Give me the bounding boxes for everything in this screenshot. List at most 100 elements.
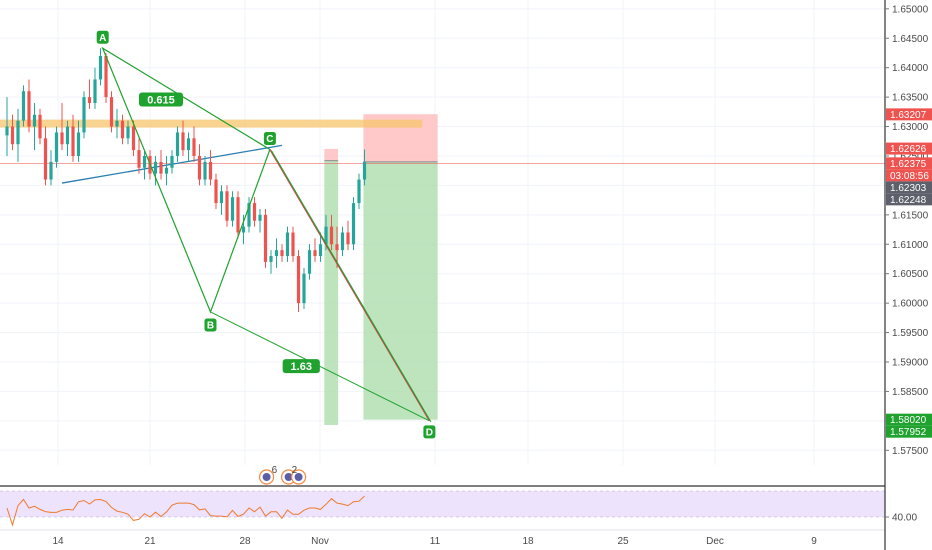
y-tick-label[interactable]: 1.63000 [892, 122, 929, 133]
candle-body [137, 150, 141, 168]
candle-body [93, 79, 97, 104]
candle-body [362, 161, 367, 180]
candle-body [302, 273, 306, 304]
candle-body [82, 97, 86, 133]
candle-body [32, 114, 37, 127]
target-zone-1[interactable] [324, 160, 339, 425]
candle-body [236, 197, 240, 233]
candle-body [285, 232, 290, 257]
y-tick-label[interactable]: 1.59000 [892, 357, 929, 368]
rsi-pane [0, 485, 932, 527]
price-tag-1-bg [886, 108, 932, 121]
point-label-a[interactable]: A [99, 33, 106, 44]
y-tick-label[interactable]: 1.61000 [892, 240, 929, 251]
x-tick-label[interactable]: 11 [430, 536, 441, 547]
y-tick-label[interactable]: 1.63500 [892, 93, 929, 104]
event-badge-count-1[interactable]: 6 [272, 465, 278, 476]
x-tick-label[interactable]: 14 [52, 536, 64, 547]
candle-body [252, 203, 257, 221]
point-label-b[interactable]: B [207, 320, 214, 331]
candle-body [87, 97, 92, 104]
y-tick-label[interactable]: 1.64000 [892, 63, 929, 74]
candle-body [208, 161, 213, 180]
x-tick-label[interactable]: 21 [144, 536, 156, 547]
point-label-d[interactable]: D [426, 427, 433, 438]
target-zone-2[interactable] [363, 161, 438, 420]
price-tag-7[interactable]: 1.58020 [890, 415, 927, 426]
candle-body [219, 191, 224, 204]
candle-body [153, 161, 158, 174]
ratio-label-1[interactable]: 0.615 [147, 94, 175, 106]
candle-body [170, 155, 174, 168]
candle-body [274, 250, 279, 257]
x-tick-label[interactable]: 9 [811, 536, 817, 547]
candle-body [318, 244, 323, 257]
rsi-band [0, 491, 885, 517]
stop-zone-1[interactable] [324, 148, 339, 161]
rsi-tick-label[interactable]: 40.00 [892, 513, 917, 524]
candle-body [115, 120, 119, 127]
point-label-c[interactable]: C [266, 134, 273, 145]
resistance-zone[interactable] [0, 119, 423, 128]
candle-body [214, 179, 218, 204]
projection-cd[interactable] [269, 149, 430, 422]
xabcd-pattern[interactable]: A B C D 0.615 1.63 [96, 30, 436, 439]
risk-reward-boxes[interactable] [324, 114, 438, 425]
candle-body [186, 138, 191, 151]
candle-body [76, 132, 81, 156]
candle-body [43, 138, 48, 180]
price-axis[interactable]: 1.65000 1.64500 1.64000 1.63500 1.63000 1.625… [884, 0, 932, 550]
price-tag-3[interactable]: 1.62375 [890, 159, 927, 170]
price-tag-5[interactable]: 1.62303 [890, 183, 927, 194]
price-tag-8-bg [886, 425, 932, 438]
triangle-abc[interactable] [101, 46, 271, 314]
candle-body [340, 232, 345, 251]
price-tag-4[interactable]: 03:08:56 [890, 171, 929, 182]
y-tick-label[interactable]: 1.65000 [892, 4, 929, 15]
price-tag-7-bg [886, 413, 932, 426]
ratio-label-2[interactable]: 1.63 [291, 361, 312, 373]
price-tag-2-bg [886, 142, 932, 155]
point-label-d-bg [423, 425, 436, 439]
y-tick-label[interactable]: 1.60000 [892, 299, 929, 310]
y-tick-label[interactable]: 1.62500 [892, 151, 929, 162]
candle-body [247, 203, 251, 227]
event-badge-count-2[interactable]: 2 [292, 465, 298, 476]
point-label-b-bg [204, 318, 217, 332]
candle-body [5, 126, 9, 136]
candle-body [120, 120, 125, 139]
candle-body [49, 161, 53, 180]
candle-body [291, 232, 295, 257]
y-tick-label[interactable]: 1.61500 [892, 210, 929, 221]
x-tick-label[interactable]: Dec [706, 536, 724, 547]
price-tag-6[interactable]: 1.62248 [890, 195, 927, 206]
globe-icon [262, 473, 271, 481]
time-axis[interactable]: 14 21 28 Nov 11 18 25 Dec 9 [0, 529, 932, 547]
point-label-c-bg [263, 132, 276, 146]
x-tick-label[interactable]: 18 [522, 536, 534, 547]
price-tag-8[interactable]: 1.57952 [890, 427, 927, 438]
leg-bd[interactable] [210, 311, 430, 422]
candle-body [142, 155, 147, 168]
candle-body [159, 161, 163, 174]
y-tick-label[interactable]: 1.57500 [892, 446, 929, 457]
x-tick-label[interactable]: 28 [239, 536, 251, 547]
candle-body [324, 226, 328, 245]
candle-body [164, 167, 169, 174]
y-tick-label[interactable]: 1.64500 [892, 34, 929, 45]
candle-body [126, 126, 130, 139]
price-tag-2[interactable]: 1.62626 [890, 144, 927, 155]
y-tick-label[interactable]: 1.59500 [892, 328, 929, 339]
candle-body [16, 120, 20, 145]
x-tick-label[interactable]: 25 [617, 536, 629, 547]
price-tag-1[interactable]: 1.63207 [890, 110, 927, 121]
candle-body [313, 250, 317, 257]
x-tick-label[interactable]: Nov [311, 536, 329, 547]
candle-body [241, 226, 246, 233]
y-tick-label[interactable]: 1.60500 [892, 269, 929, 280]
candle-body [54, 132, 59, 162]
y-tick-label[interactable]: 1.58500 [892, 387, 929, 398]
